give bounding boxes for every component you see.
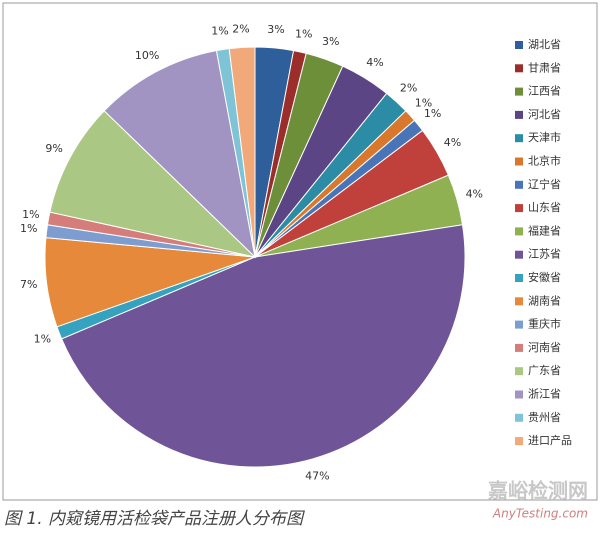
- legend-swatch: [515, 64, 523, 73]
- pie-slice: [49, 110, 257, 258]
- watermark: 嘉峪检测网: [487, 479, 588, 503]
- data-label: 1%: [211, 25, 228, 38]
- legend-label: 广东省: [528, 364, 561, 377]
- legend-swatch: [515, 297, 523, 306]
- legend-swatch: [515, 134, 523, 143]
- data-label: 4%: [466, 188, 483, 201]
- data-label: 9%: [45, 142, 62, 155]
- data-label: 1%: [22, 208, 39, 221]
- legend-swatch: [515, 390, 523, 399]
- legend-swatch: [515, 320, 523, 329]
- legend-swatch: [515, 180, 523, 189]
- legend-label: 天津市: [528, 130, 561, 144]
- legend-swatch: [515, 110, 523, 119]
- pie-slice: [103, 49, 256, 259]
- legend-label: 安徽省: [528, 270, 561, 284]
- chart-frame: [2, 2, 598, 501]
- legend-label: 北京市: [528, 154, 561, 168]
- data-label: 1%: [415, 96, 432, 109]
- watermark-url: AnyTesting.com: [492, 507, 588, 521]
- pie-slice: [228, 46, 256, 258]
- legend-label: 河北省: [528, 108, 561, 121]
- legend-swatch: [515, 157, 523, 166]
- data-label: 7%: [20, 278, 37, 291]
- legend-swatch: [515, 41, 523, 49]
- legend-label: 辽宁省: [528, 177, 561, 191]
- legend-swatch: [515, 250, 523, 259]
- legend-label: 进口产品: [528, 433, 572, 447]
- data-label: 4%: [444, 136, 461, 149]
- data-label: 1%: [34, 332, 51, 345]
- legend-label: 河南省: [528, 341, 561, 354]
- caption: 图 1. 内窥镜用活检袋产品注册人分布图: [4, 509, 305, 529]
- legend-label: 湖北省: [528, 38, 561, 51]
- data-label: 4%: [366, 56, 383, 69]
- data-label: 47%: [305, 469, 329, 482]
- data-label: 2%: [400, 82, 417, 95]
- legend-swatch: [515, 87, 523, 96]
- legend-label: 重庆市: [528, 317, 561, 331]
- legend-label: 山东省: [528, 201, 561, 214]
- data-label: 10%: [135, 49, 159, 62]
- legend-swatch: [515, 343, 523, 352]
- data-label: 1%: [424, 107, 441, 120]
- legend-swatch: [515, 274, 523, 282]
- legend-swatch: [515, 367, 523, 376]
- legend-label: 浙江省: [528, 388, 561, 401]
- legend-swatch: [515, 413, 523, 422]
- legend-swatch: [515, 204, 523, 213]
- data-label: 1%: [20, 222, 37, 235]
- data-label: 3%: [267, 23, 284, 36]
- legend-label: 湖南省: [528, 294, 561, 307]
- legend-swatch: [515, 437, 523, 446]
- legend-label: 江西省: [528, 85, 561, 98]
- legend-label: 福建省: [528, 223, 561, 237]
- pie-slice: [60, 224, 466, 468]
- legend-label: 江苏省: [528, 248, 561, 261]
- legend-label: 贵州省: [528, 411, 561, 424]
- legend-swatch: [515, 227, 523, 236]
- data-label: 3%: [322, 35, 339, 48]
- data-label: 2%: [232, 22, 249, 35]
- legend-label: 甘肃省: [528, 61, 561, 74]
- data-label: 1%: [295, 27, 312, 40]
